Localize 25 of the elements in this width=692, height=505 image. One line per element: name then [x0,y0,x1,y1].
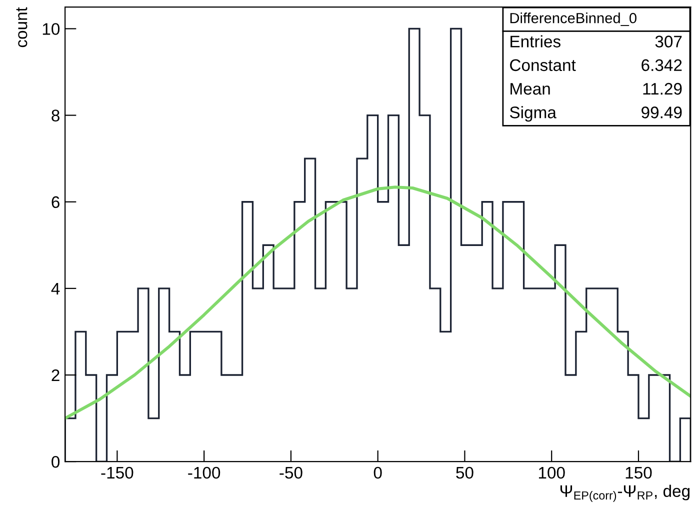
x-tick-label: -100 [188,466,220,479]
y-tick-label: 6 [52,196,60,208]
x-tick-label: 0 [374,466,382,479]
x-tick-label: -50 [280,466,302,479]
x-tick-label: 150 [626,466,652,479]
annotation: Entries [510,35,560,48]
y-tick-label: 0 [52,456,60,468]
y-tick-label: 10 [42,23,60,35]
y-axis-title: count [16,7,28,48]
line-series [65,186,691,420]
x-tick-label: 50 [456,466,474,479]
x-tick-label: -150 [101,466,134,479]
x-axis-title: Ψ$_{EP(corr)}$-Ψ$_{RP}$, deg [560,484,690,502]
annotation: Constant [510,59,576,72]
annotation: Mean [510,83,550,95]
y-tick-label: 8 [52,110,60,122]
annotation: Sigma [510,106,556,122]
annotation: 11.29 [643,82,682,95]
x-tick-label: 100 [538,466,565,479]
annotation: 307 [655,36,682,48]
annotation: 99.49 [642,106,682,118]
annotation: 6.342 [642,59,682,72]
y-tick-label: 2 [52,369,60,382]
y-tick-label: 4 [51,283,60,294]
annotation: DifferenceBinned_0 [510,12,636,26]
